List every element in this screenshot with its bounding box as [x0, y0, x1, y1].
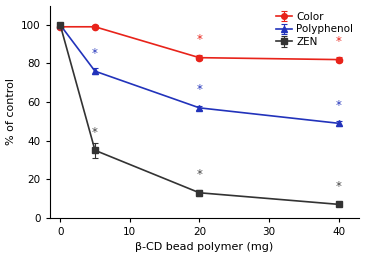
Text: *: *: [196, 33, 202, 46]
Text: *: *: [196, 83, 202, 96]
Y-axis label: % of control: % of control: [5, 78, 16, 145]
Text: *: *: [196, 168, 202, 181]
Legend: Color, Polyphenol, ZEN: Color, Polyphenol, ZEN: [274, 10, 355, 49]
Text: *: *: [92, 47, 98, 60]
Text: *: *: [336, 180, 342, 193]
X-axis label: β-CD bead polymer (mg): β-CD bead polymer (mg): [135, 243, 274, 252]
Text: *: *: [92, 126, 98, 139]
Text: *: *: [336, 99, 342, 112]
Text: *: *: [336, 35, 342, 48]
